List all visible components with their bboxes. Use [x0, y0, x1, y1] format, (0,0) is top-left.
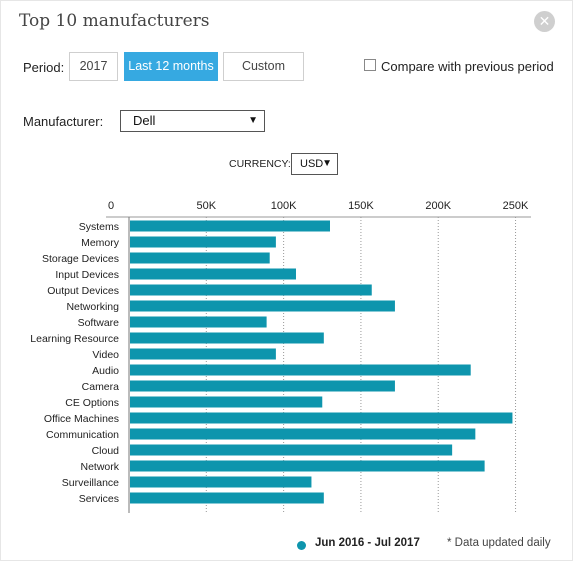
- bar: [130, 444, 453, 456]
- category-label: Input Devices: [55, 269, 119, 281]
- period-2017-button[interactable]: 2017: [69, 52, 118, 81]
- manufacturer-select[interactable]: Dell ▼: [120, 110, 265, 132]
- x-tick-label: 250K: [503, 200, 529, 212]
- category-label: Surveillance: [62, 477, 119, 489]
- currency-select[interactable]: USD ▼: [291, 153, 338, 175]
- bar: [130, 284, 372, 296]
- category-label: Systems: [79, 221, 119, 233]
- bar: [130, 348, 276, 360]
- currency-label: CURRENCY:: [229, 158, 291, 170]
- category-label: Camera: [82, 381, 120, 393]
- manufacturer-value: Dell: [133, 113, 156, 128]
- bar: [130, 364, 471, 376]
- bar: [130, 428, 476, 440]
- bar-chart: 0 50K 100K 150K 200K 250K Systems Memory Storag…: [30, 200, 531, 513]
- bar: [130, 332, 324, 344]
- category-label: Services: [79, 493, 119, 505]
- x-tick-label: 200K: [425, 200, 451, 212]
- category-label: CE Options: [65, 397, 119, 409]
- manufacturer-label: Manufacturer:: [23, 114, 104, 129]
- period-custom-button[interactable]: Custom: [223, 52, 304, 81]
- x-tick-label: 0: [108, 200, 114, 212]
- x-tick-label: 100K: [271, 200, 297, 212]
- legend-swatch: [297, 541, 306, 550]
- category-label: Communication: [46, 429, 119, 441]
- bar: [130, 460, 485, 472]
- legend-label: Jun 2016 - Jul 2017: [315, 537, 420, 549]
- category-label: Audio: [92, 365, 119, 377]
- bar: [130, 220, 330, 232]
- bar: [130, 476, 312, 488]
- category-label: Office Machines: [44, 413, 119, 425]
- bar: [130, 380, 395, 392]
- x-tick-label: 50K: [197, 200, 217, 212]
- category-label: Storage Devices: [42, 253, 119, 265]
- category-label: Output Devices: [47, 285, 119, 297]
- category-label: Video: [92, 349, 119, 361]
- bar: [130, 300, 395, 312]
- bar: [130, 316, 267, 328]
- chevron-down-icon: ▼: [322, 158, 332, 169]
- category-label: Learning Resource: [30, 333, 119, 345]
- bar: [130, 252, 270, 264]
- category-label: Memory: [81, 237, 120, 249]
- compare-label: Compare with previous period: [381, 59, 554, 74]
- data-updated-note: * Data updated daily: [447, 537, 551, 549]
- category-label: Networking: [66, 301, 119, 313]
- x-tick-label: 150K: [348, 200, 374, 212]
- chevron-down-icon: ▼: [248, 115, 258, 126]
- panel-title: Top 10 manufacturers: [19, 11, 210, 31]
- category-label: Software: [78, 317, 120, 329]
- period-last-12-months-button[interactable]: Last 12 months: [124, 52, 218, 81]
- category-label: Network: [80, 461, 119, 473]
- bar: [130, 396, 323, 408]
- currency-value: USD: [300, 158, 324, 170]
- bar: [130, 412, 513, 424]
- close-icon[interactable]: ✕: [534, 11, 555, 32]
- bar: [130, 492, 324, 504]
- compare-checkbox[interactable]: [364, 59, 376, 71]
- bar: [130, 236, 276, 248]
- category-label: Cloud: [92, 445, 120, 457]
- period-label: Period:: [23, 60, 65, 75]
- bar: [130, 268, 296, 280]
